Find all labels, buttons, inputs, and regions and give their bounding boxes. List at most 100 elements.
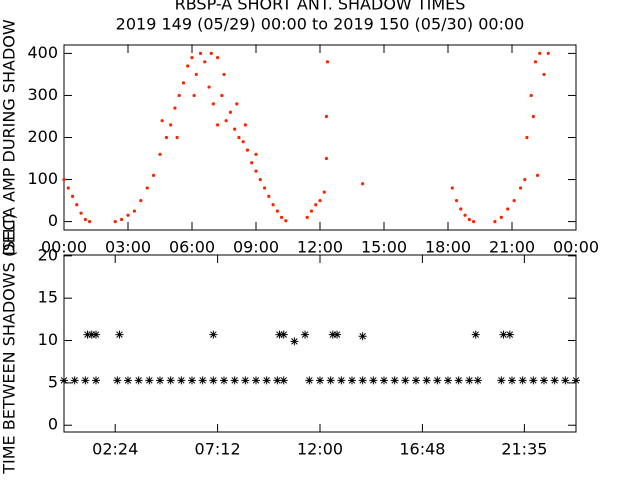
- data-point: [454, 198, 459, 203]
- data-point: [79, 211, 83, 215]
- data-point: [220, 376, 228, 385]
- data-point: [314, 203, 318, 207]
- data-point: [166, 376, 175, 385]
- data-point: [454, 376, 463, 385]
- data-point: [216, 56, 220, 60]
- y-tick-label: 200: [27, 127, 58, 146]
- data-point: [209, 376, 218, 385]
- data-point: [134, 376, 143, 385]
- data-point: [262, 376, 271, 385]
- data-point: [279, 376, 288, 385]
- data-point: [83, 330, 92, 339]
- data-point: [301, 330, 310, 339]
- data-point: [463, 213, 467, 217]
- data-point: [380, 376, 388, 385]
- data-point: [505, 330, 514, 339]
- data-point: [390, 376, 399, 385]
- data-point: [322, 190, 326, 194]
- x-tick-label: 12:00: [297, 238, 343, 257]
- data-point: [280, 215, 284, 219]
- data-point: [132, 209, 136, 213]
- data-point: [471, 330, 480, 339]
- y-tick-label: 100: [27, 169, 58, 188]
- x-tick-label: 18:00: [425, 238, 471, 257]
- data-point: [529, 93, 533, 98]
- data-point: [506, 207, 510, 211]
- data-point: [75, 203, 79, 207]
- data-point: [422, 376, 431, 385]
- data-point: [120, 217, 124, 222]
- data-point: [177, 93, 181, 98]
- data-point: [113, 376, 122, 385]
- data-point: [318, 198, 322, 203]
- data-point: [518, 186, 523, 190]
- data-point: [273, 376, 282, 385]
- x-tick-label: 06:00: [169, 238, 215, 257]
- data-point: [325, 60, 330, 64]
- data-point: [216, 123, 220, 127]
- data-point: [493, 219, 497, 224]
- data-point: [525, 135, 529, 140]
- data-point: [83, 217, 87, 222]
- data-point: [348, 376, 356, 385]
- data-point: [194, 72, 198, 77]
- data-point: [369, 376, 378, 385]
- data-point: [88, 219, 92, 224]
- data-point: [529, 376, 538, 385]
- data-point: [316, 376, 324, 385]
- x-tick-label: 12:00: [297, 440, 343, 459]
- data-point: [145, 186, 149, 190]
- data-point: [145, 376, 154, 385]
- y-tick-label: 5: [48, 372, 58, 391]
- data-point: [220, 93, 224, 98]
- y-axis-label: TIME BETWEEN SHADOWS (SEC): [0, 213, 19, 474]
- data-point: [228, 110, 232, 114]
- y-axis-label: DELTA AMP DURING SHADOW: [0, 19, 19, 256]
- x-tick-label: 00:00: [41, 238, 87, 257]
- data-point: [233, 127, 237, 131]
- y-tick-label: 20: [38, 245, 58, 264]
- data-point: [254, 152, 258, 156]
- data-point: [173, 106, 177, 110]
- data-point: [92, 330, 100, 339]
- data-point: [198, 51, 203, 56]
- y-tick-label: 400: [27, 43, 58, 62]
- data-point: [113, 219, 117, 224]
- data-point: [156, 376, 164, 385]
- data-point: [538, 51, 542, 56]
- data-point: [267, 194, 271, 198]
- data-point: [115, 330, 124, 339]
- data-point: [222, 72, 226, 77]
- data-point: [241, 140, 245, 144]
- y-tick-label: 0: [48, 415, 58, 434]
- data-point: [209, 51, 213, 56]
- data-point: [275, 330, 284, 339]
- data-point: [473, 376, 482, 385]
- data-point: [258, 177, 262, 182]
- data-point: [290, 337, 299, 346]
- data-point: [326, 376, 335, 385]
- x-tick-label: 16:48: [399, 440, 445, 459]
- data-point: [533, 60, 538, 64]
- data-point: [540, 376, 548, 385]
- data-point: [361, 182, 365, 186]
- data-point: [499, 215, 503, 219]
- x-tick-label: 21:35: [501, 440, 547, 459]
- data-point: [245, 148, 250, 152]
- x-tick-label: 21:00: [489, 238, 535, 257]
- data-point: [252, 376, 260, 385]
- data-point: [66, 186, 70, 190]
- data-point: [328, 330, 337, 339]
- data-point: [70, 194, 75, 198]
- data-point: [177, 376, 186, 385]
- data-point: [224, 119, 228, 123]
- data-point: [358, 376, 367, 385]
- data-point: [237, 135, 241, 140]
- data-point: [203, 60, 207, 64]
- data-point: [531, 114, 535, 119]
- data-point: [209, 330, 218, 339]
- data-point: [324, 114, 328, 119]
- y-tick-label: 0: [48, 211, 58, 230]
- data-point: [305, 215, 309, 219]
